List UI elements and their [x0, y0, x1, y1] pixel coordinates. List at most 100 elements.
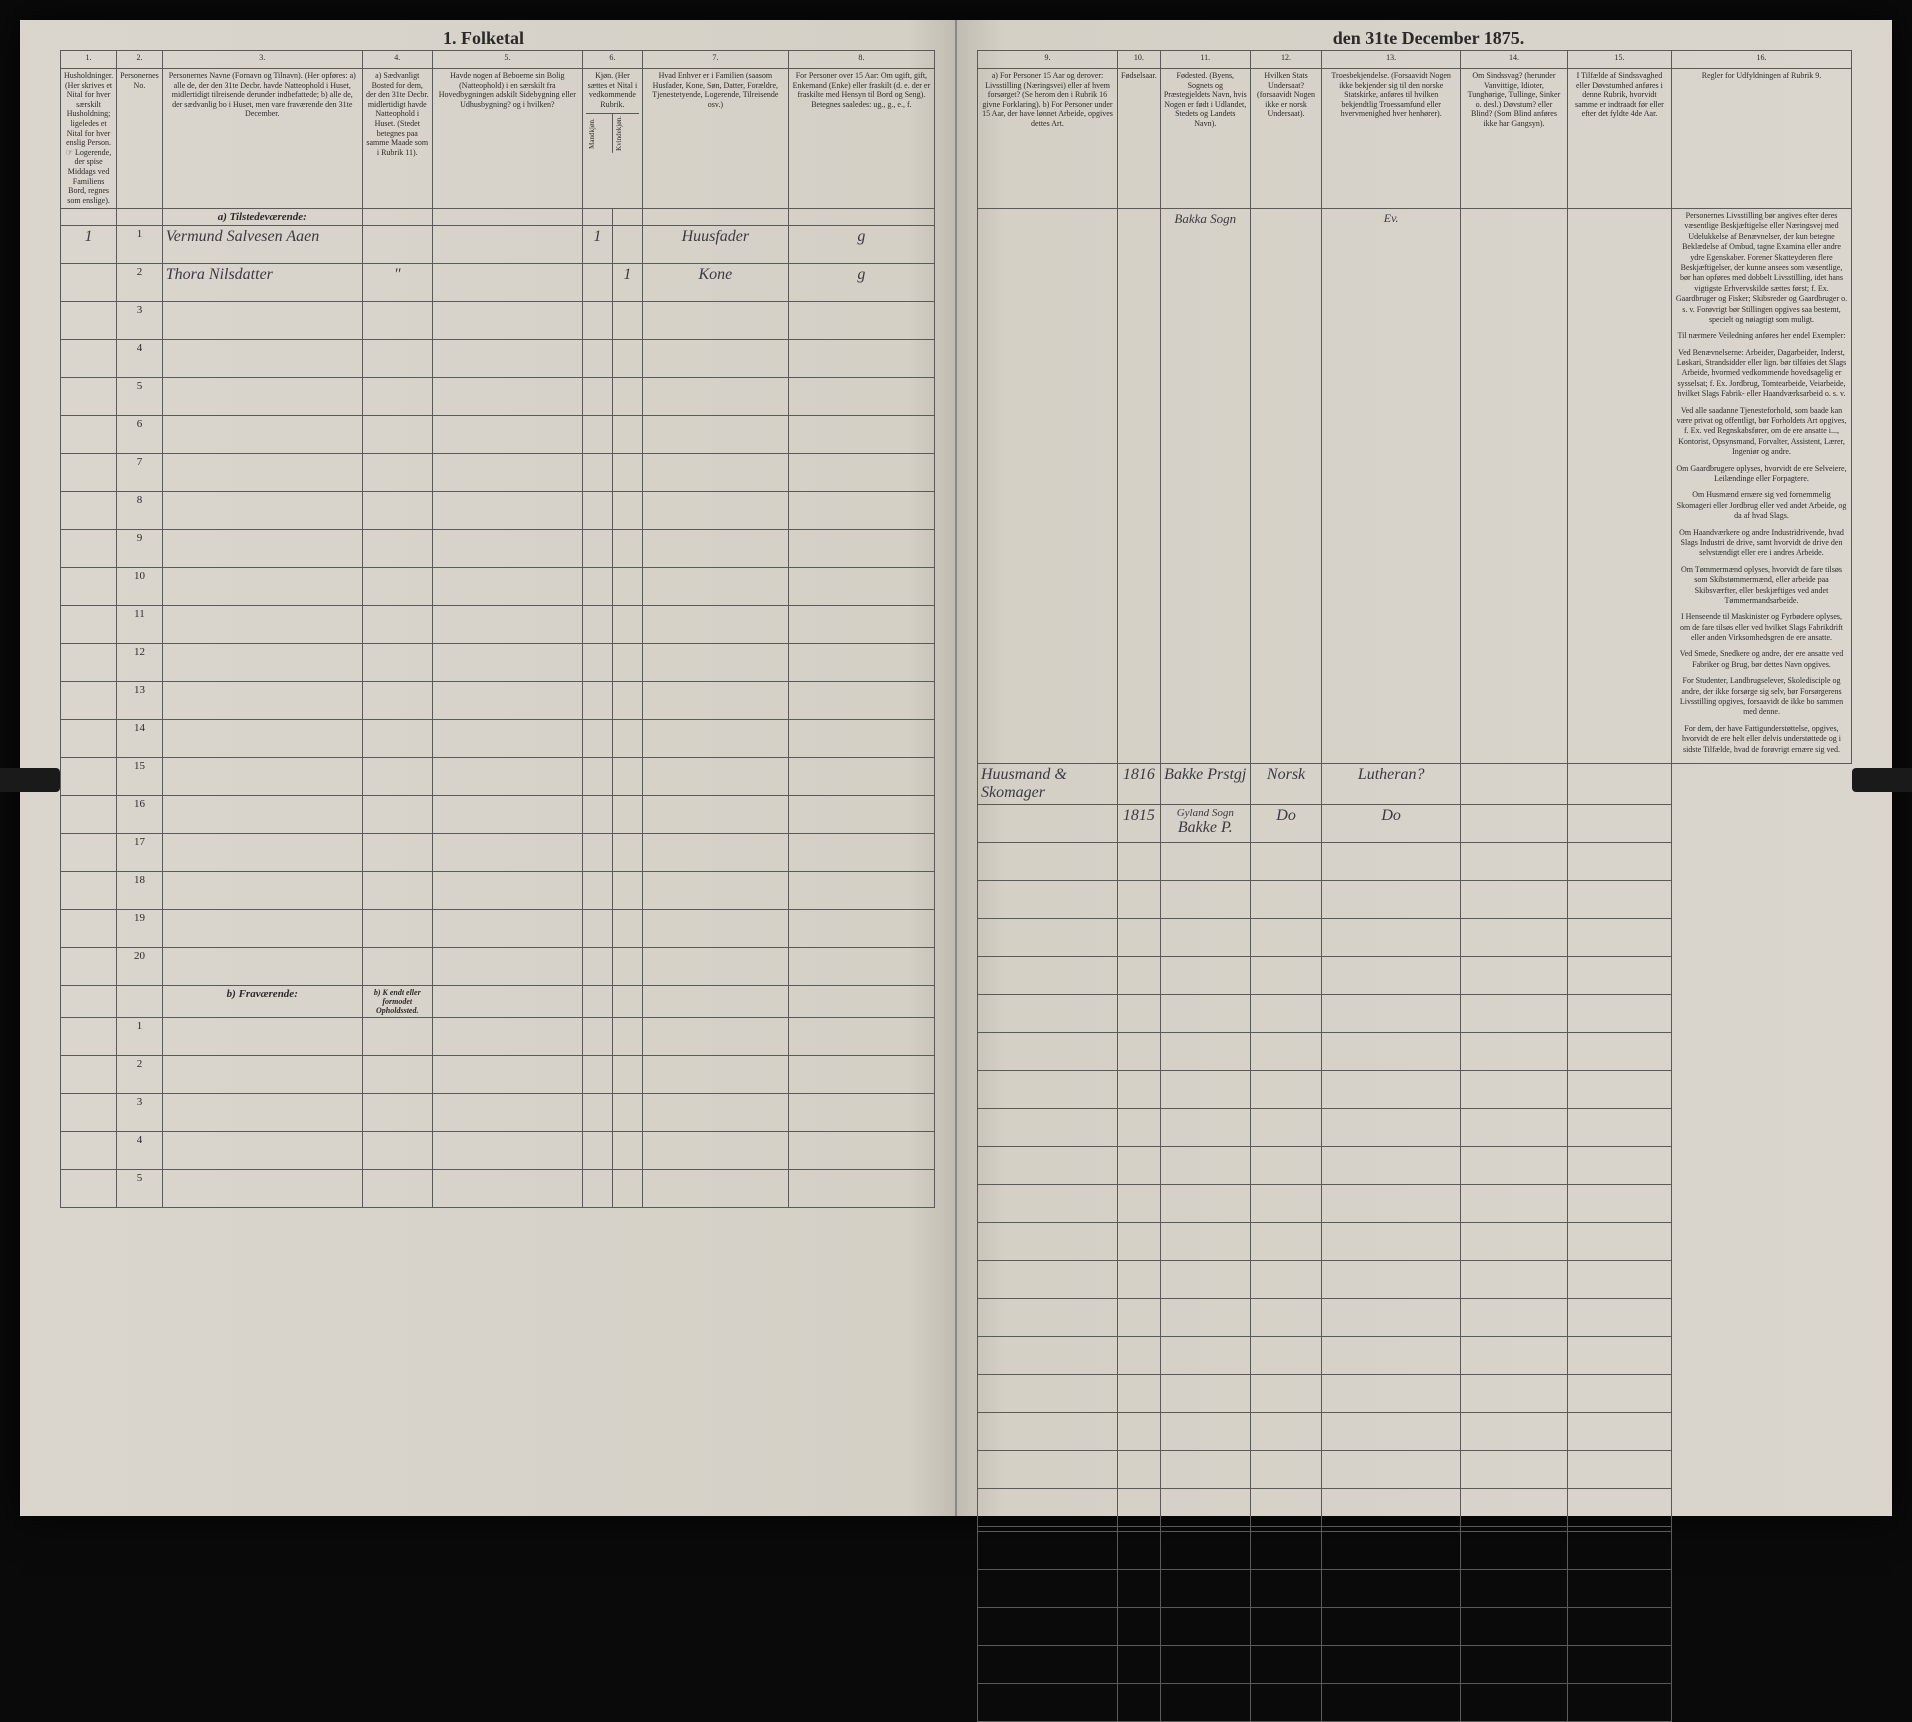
table-row: 2 Thora Nilsdatter " 1 Kone g	[61, 264, 935, 302]
table-row: 15	[61, 758, 935, 796]
person-num: 3	[117, 302, 163, 340]
col-num-8: 8.	[788, 51, 934, 69]
table-row	[978, 1222, 1852, 1260]
table-row	[978, 1412, 1852, 1450]
cell-c15	[1567, 804, 1671, 842]
col-header-14: Om Sindssvag? (herunder Vanvittige, Idio…	[1461, 69, 1568, 209]
rules-p11: For Studenter, Landbrugselever, Skoledis…	[1675, 676, 1848, 718]
person-num: 13	[117, 682, 163, 720]
table-row: 1815 Gyland SognBakke P. Do Do	[978, 804, 1852, 842]
table-row: 13	[61, 682, 935, 720]
col-num-7: 7.	[642, 51, 788, 69]
person-num: 12	[117, 644, 163, 682]
rules-p7: Om Haandværkere og andre Industridrivend…	[1675, 528, 1848, 559]
cell-birthplace: Bakke Prstgj	[1160, 763, 1250, 804]
col-header-12: Hvilken Stats Undersaat? (forsaavidt Nog…	[1250, 69, 1322, 209]
section-a-label: a) Tilstedeværende:	[162, 209, 362, 226]
person-num: 17	[117, 834, 163, 872]
col-num-16: 16.	[1672, 51, 1852, 69]
cell-occupation: Huusmand & Skomager	[978, 763, 1118, 804]
table-row	[978, 994, 1852, 1032]
cell-male: 1	[582, 226, 612, 264]
rules-p5: Om Gaardbrugere oplyses, hvorvidt de ere…	[1675, 464, 1848, 485]
table-row: 19	[61, 910, 935, 948]
col-num-1: 1.	[61, 51, 117, 69]
col-num-10: 10.	[1118, 51, 1161, 69]
table-row: 12	[61, 644, 935, 682]
page-title-left: 1. Folketal	[443, 28, 532, 49]
person-num: 8	[117, 492, 163, 530]
binder-clip-right	[1852, 768, 1912, 792]
person-num: 11	[117, 606, 163, 644]
cell-c4	[362, 226, 432, 264]
col6-male: Mandkjøn.	[586, 114, 612, 153]
cell-birthyear: 1815	[1118, 804, 1161, 842]
household-num: 1	[61, 226, 117, 264]
table-row	[978, 1298, 1852, 1336]
cell-c14	[1461, 804, 1568, 842]
household-num	[61, 264, 117, 302]
table-row	[978, 1260, 1852, 1298]
rules-p9: I Henseende til Maskinister og Fyrbødere…	[1675, 612, 1848, 643]
table-row: 3	[61, 1094, 935, 1132]
rules-p10: Ved Smede, Snedkere og andre, der ere an…	[1675, 649, 1848, 670]
rules-p3: Ved Benævnelserne: Arbeider, Dagarbeider…	[1675, 348, 1848, 400]
person-num: 1	[117, 1018, 163, 1056]
person-num: 10	[117, 568, 163, 606]
cell-religion: Do	[1322, 804, 1461, 842]
col-header-6: Kjøn. (Her sættes et Nital i vedkommende…	[582, 69, 642, 209]
person-num: 7	[117, 454, 163, 492]
col-num-12: 12.	[1250, 51, 1322, 69]
table-row	[978, 842, 1852, 880]
col-header-3: Personernes Navne (Fornavn og Tilnavn). …	[162, 69, 362, 209]
right-page: den 31te December 1875. 9. 10. 11. 12. 1…	[957, 20, 1892, 1516]
col-header-13: Troesbekjendelse. (Forsaavidt Nogen ikke…	[1322, 69, 1461, 209]
table-row	[978, 1184, 1852, 1222]
col-num-13: 13.	[1322, 51, 1461, 69]
person-num: 5	[117, 1170, 163, 1208]
table-row: 1 1 Vermund Salvesen Aaen 1 Huusfader g	[61, 226, 935, 264]
table-row	[978, 1569, 1852, 1607]
cell-family-role: Huusfader	[642, 226, 788, 264]
census-book-spread: 1. Folketal 1. 2. 3. 4. 5. 6. 7. 8. Hush…	[20, 20, 1892, 1516]
cell-occupation	[978, 804, 1118, 842]
person-num: 18	[117, 872, 163, 910]
table-row	[978, 1607, 1852, 1645]
person-num: 9	[117, 530, 163, 568]
table-row: 14	[61, 720, 935, 758]
table-row	[978, 918, 1852, 956]
cell-male	[582, 264, 612, 302]
rules-column: Personernes Livsstilling bør angives eft…	[1672, 209, 1852, 764]
table-row	[978, 1683, 1852, 1721]
rules-p8: Om Tømmermænd oplyses, hvorvidt de fare …	[1675, 565, 1848, 607]
table-row: Huusmand & Skomager 1816 Bakke Prstgj No…	[978, 763, 1852, 804]
col-header-10: Fødselsaar.	[1118, 69, 1161, 209]
person-num: 20	[117, 948, 163, 986]
col6-top: Kjøn. (Her sættes et Nital i vedkommende…	[586, 71, 639, 109]
col-header-15: I Tilfælde af Sindssvaghed eller Døvstum…	[1567, 69, 1671, 209]
col-header-8: For Personer over 15 Aar: Om ugift, gift…	[788, 69, 934, 209]
table-row: 4	[61, 1132, 935, 1170]
col-header-11: Fødested. (Byens, Sognets og Præstegjeld…	[1160, 69, 1250, 209]
person-name: Vermund Salvesen Aaen	[162, 226, 362, 264]
table-row: 18	[61, 872, 935, 910]
col-header-2: Personernes No.	[117, 69, 163, 209]
table-row	[978, 1146, 1852, 1184]
person-num: 14	[117, 720, 163, 758]
cell-female: 1	[612, 264, 642, 302]
person-num: 2	[117, 1056, 163, 1094]
rules-p2: Til nærmere Veiledning anføres her endel…	[1675, 331, 1848, 341]
table-row: 20	[61, 948, 935, 986]
rules-p12: For dem, der have Fattigunderstøttelse, …	[1675, 724, 1848, 755]
left-page: 1. Folketal 1. 2. 3. 4. 5. 6. 7. 8. Hush…	[20, 20, 957, 1516]
col-num-11: 11.	[1160, 51, 1250, 69]
rules-p1: Personernes Livsstilling bør angives eft…	[1675, 211, 1848, 325]
cell-nationality: Do	[1250, 804, 1322, 842]
binder-clip-left	[0, 768, 60, 792]
table-row	[978, 1645, 1852, 1683]
person-name: Thora Nilsdatter	[162, 264, 362, 302]
table-row: 6	[61, 416, 935, 454]
section-b-label: b) Fraværende:	[162, 986, 362, 1018]
col-num-6: 6.	[582, 51, 642, 69]
cell-c5	[432, 226, 582, 264]
